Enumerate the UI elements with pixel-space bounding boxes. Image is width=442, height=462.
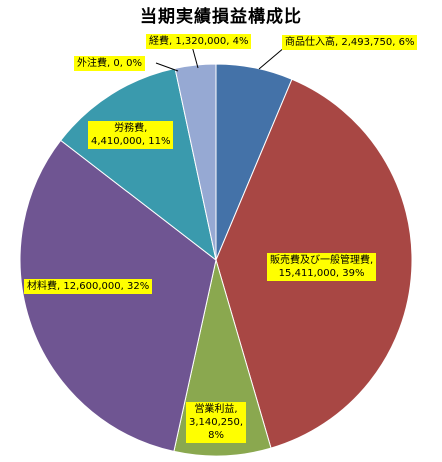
leader-line-outsourcing-cost	[155, 62, 179, 72]
data-label-outsourcing-cost: 外注費, 0, 0%	[74, 56, 145, 71]
data-label-merchandise-purchases: 商品仕入高, 2,493,750, 6%	[282, 35, 418, 50]
slice-expenses	[174, 63, 217, 261]
data-label-expenses: 経費, 1,320,000, 4%	[146, 34, 252, 49]
leader-line-expenses	[191, 45, 199, 69]
data-label-sga: 販売費及び一般管理費, 15,411,000, 39%	[267, 253, 377, 281]
slice-material-cost	[19, 139, 217, 453]
data-label-labor-cost: 労務費, 4,410,000, 11%	[88, 121, 174, 149]
chart-title: 当期実績損益構成比	[140, 7, 302, 27]
slice-labor-cost	[60, 67, 217, 262]
data-label-operating-profit: 営業利益, 3,140,250, 8%	[186, 402, 247, 443]
leader-line-merchandise-purchases	[258, 46, 286, 70]
data-label-material-cost: 材料費, 12,600,000, 32%	[24, 279, 153, 294]
